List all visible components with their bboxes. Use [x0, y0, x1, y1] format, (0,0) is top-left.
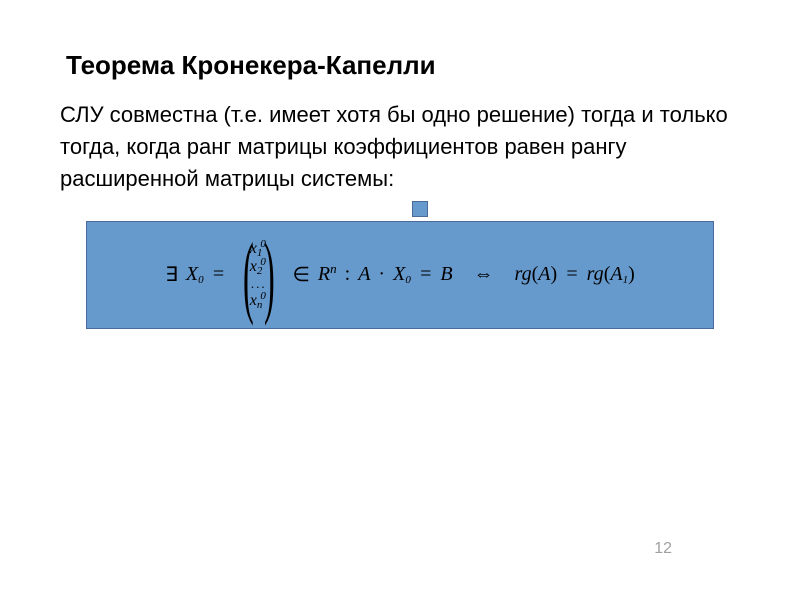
A-letter: A: [358, 263, 370, 286]
A-inside-1: A: [538, 263, 550, 285]
X0-sub: 0: [198, 274, 204, 286]
theorem-body: СЛУ совместна (т.е. имеет хотя бы одно р…: [60, 99, 740, 195]
B-letter: B: [440, 263, 452, 286]
rpar-2: ): [628, 263, 635, 285]
X0-b: X0: [393, 263, 411, 286]
rg-label-2: rg: [587, 263, 604, 285]
x-var: x: [250, 292, 257, 309]
page-title: Теорема Кронекера-Капелли: [66, 50, 740, 81]
eq-3: =: [565, 263, 579, 286]
A1-letter: A: [610, 263, 622, 285]
eq-1: =: [212, 263, 226, 286]
A1-sub: 1: [623, 274, 629, 286]
rpar-1: ): [550, 263, 557, 285]
R-letter: R: [318, 263, 330, 285]
x-var: x: [250, 258, 257, 275]
formula: ∃ X0 = ( x10 x20 ... xn0 ) ∈ Rn: [123, 240, 677, 310]
paren-right-icon: ): [264, 242, 275, 308]
colon: :: [345, 263, 351, 286]
iff-symbol: ⇔: [474, 263, 494, 286]
X0b-letter: X: [393, 263, 405, 285]
vector: ( x10 x20 ... xn0 ): [233, 240, 284, 310]
rg-label-1: rg: [515, 263, 532, 285]
cdot: ·: [378, 263, 385, 286]
formula-box: ∃ X0 = ( x10 x20 ... xn0 ) ∈ Rn: [86, 221, 714, 329]
Rn: Rn: [318, 263, 337, 286]
rg-A1: rg(A1): [587, 263, 635, 286]
exists-symbol: ∃: [165, 262, 178, 287]
eq-2: =: [419, 263, 433, 286]
in-symbol: ∈: [293, 262, 310, 287]
marker-square: [412, 201, 428, 217]
page-number: 12: [654, 540, 672, 558]
Rn-sup: n: [330, 261, 337, 276]
x-var: x: [250, 240, 257, 257]
X0: X0: [186, 263, 204, 286]
rg-A: rg(A): [515, 263, 558, 286]
X0-letter: X: [186, 263, 198, 285]
X0b-sub: 0: [405, 274, 411, 286]
